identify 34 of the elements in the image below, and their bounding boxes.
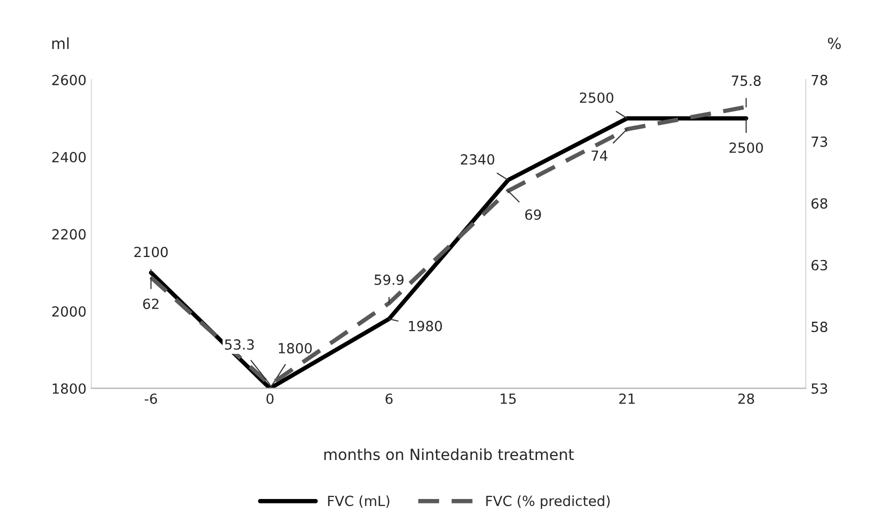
data-label: 74 [592, 150, 608, 161]
data-label: 75.8 [732, 75, 761, 86]
data-label: 2100 [134, 246, 168, 258]
y-tick-label: 2000 [52, 306, 86, 317]
legend-label: FVC (% predicted) [486, 495, 610, 509]
y-axis-title: ml [52, 37, 69, 49]
data-label: 69 [525, 209, 541, 220]
data-label: 1980 [409, 320, 442, 332]
data-label: 1800 [278, 342, 312, 354]
y2-tick-label: 58 [812, 322, 828, 332]
y2-tick-label: 68 [812, 198, 828, 209]
x-tick-label: 28 [738, 393, 754, 404]
y-tick-label: 2400 [52, 152, 86, 162]
data-label: 2500 [730, 142, 763, 153]
y2-tick-label: 73 [812, 136, 828, 147]
y2-tick-label: 53 [812, 383, 828, 394]
y2-axis-title: % [828, 38, 841, 50]
y2-tick-label: 78 [812, 74, 828, 86]
data-label: 62 [143, 298, 158, 310]
x-tick-label: 6 [386, 393, 393, 404]
x-tick-label: 0 [266, 393, 274, 404]
x-tick-label: -6 [144, 393, 158, 404]
x-tick-label: 15 [500, 394, 516, 404]
x-tick-label: 21 [619, 393, 635, 404]
data-label: 2500 [580, 92, 614, 103]
y2-tick-label: 63 [812, 260, 828, 270]
y-tick-label: 2200 [52, 229, 86, 240]
y-tick-label: 2600 [52, 74, 86, 86]
y-tick-label: 1800 [52, 383, 86, 394]
data-label: 2340 [460, 154, 494, 165]
legend-label: FVC (mL) [328, 495, 390, 508]
data-label: 53.3 [225, 339, 254, 350]
x-axis-title: months on Nintedanib treatment [324, 448, 574, 460]
data-label: 59.9 [374, 274, 404, 286]
